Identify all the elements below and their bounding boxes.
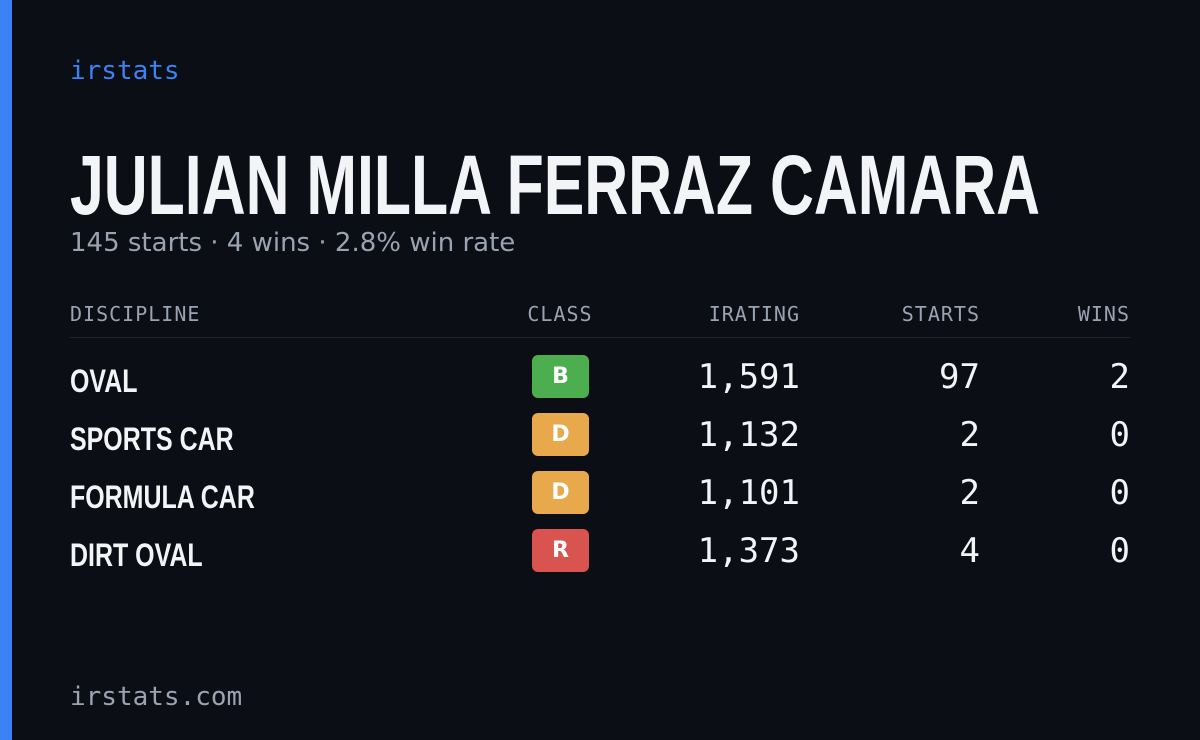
class-badge: D: [532, 471, 589, 514]
starts: 4: [959, 531, 980, 571]
irating: 1,591: [697, 357, 800, 397]
brand: irstats: [70, 56, 180, 86]
irating: 1,101: [697, 473, 800, 513]
discipline: DIRT OVAL: [70, 537, 203, 573]
class-badge: R: [532, 529, 589, 572]
title-box: JULIAN MILLA FERRAZ CAMARA: [70, 138, 1040, 228]
discipline: OVAL: [70, 363, 138, 399]
column-header: IRATING: [708, 302, 800, 326]
accent-bar: [0, 0, 12, 740]
player-name: JULIAN MILLA FERRAZ CAMARA: [70, 138, 1040, 228]
wins: 0: [1109, 531, 1130, 571]
footer: irstats.com: [70, 682, 243, 712]
subtitle: 145 starts · 4 wins · 2.8% win rate: [70, 228, 516, 258]
wins: 0: [1109, 415, 1130, 455]
class-badge: B: [532, 355, 589, 398]
irating: 1,373: [697, 531, 800, 571]
starts: 97: [939, 357, 980, 397]
discipline: FORMULA CAR: [70, 479, 255, 515]
irating: 1,132: [697, 415, 800, 455]
header-rule: [70, 337, 1130, 338]
wins: 0: [1109, 473, 1130, 513]
wins: 2: [1109, 357, 1130, 397]
starts: 2: [959, 473, 980, 513]
column-header: STARTS: [901, 302, 980, 326]
starts: 2: [959, 415, 980, 455]
column-header: DISCIPLINE: [70, 302, 201, 326]
column-header: WINS: [1077, 302, 1130, 326]
class-badge: D: [532, 413, 589, 456]
column-header: CLASS: [527, 302, 593, 326]
discipline: SPORTS CAR: [70, 421, 234, 457]
